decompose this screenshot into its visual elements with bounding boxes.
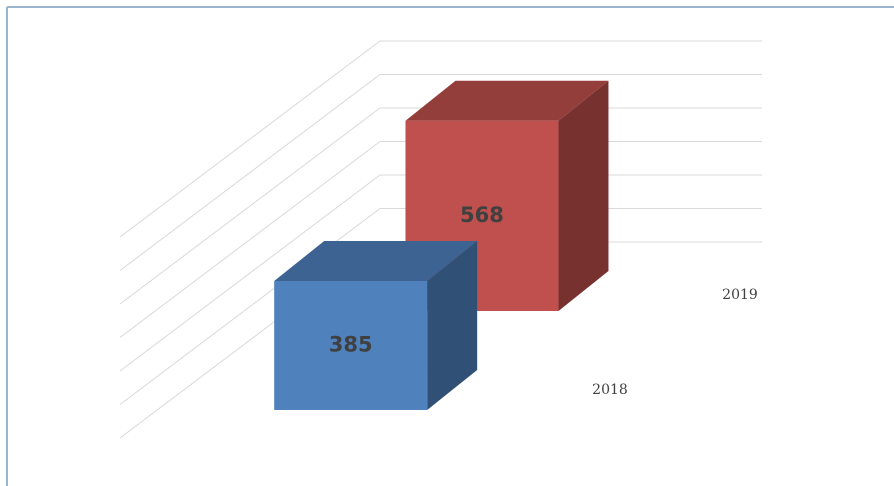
bar-top — [405, 80, 609, 121]
bar-group: 568 2019 — [405, 80, 758, 311]
bars: 568 2019 385 2018 — [274, 80, 758, 410]
grid-line — [119, 40, 762, 238]
bar-group: 385 2018 — [274, 240, 628, 410]
grid-line — [119, 174, 762, 372]
grid-line — [119, 208, 762, 405]
bar-top — [274, 240, 478, 281]
bar-side — [558, 80, 609, 311]
category-label: 2018 — [592, 382, 628, 398]
grid-line — [119, 107, 762, 305]
data-label: 568 — [460, 203, 504, 227]
data-label: 385 — [329, 332, 373, 356]
bar — [274, 280, 428, 410]
bar-side — [427, 240, 478, 410]
grid-line — [119, 74, 762, 271]
grid-line — [119, 141, 762, 338]
category-label: 2019 — [722, 287, 758, 303]
